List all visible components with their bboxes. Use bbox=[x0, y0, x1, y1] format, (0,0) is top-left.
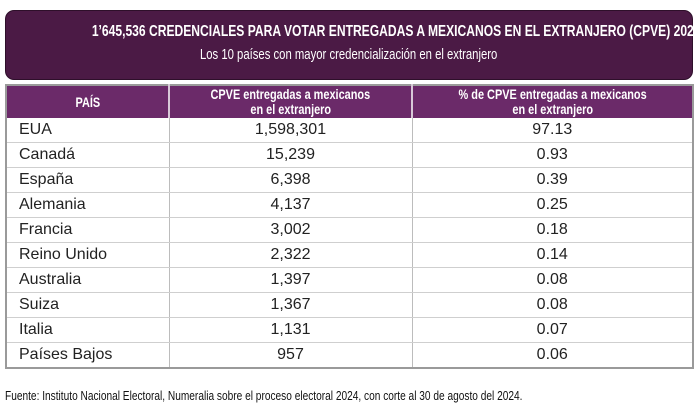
column-header-percent: % de CPVE entregadas a mexicanos en el ex… bbox=[412, 85, 693, 118]
cpve-cell: 4,137 bbox=[169, 192, 413, 218]
column-header-cpve: CPVE entregadas a mexicanos en el extranj… bbox=[169, 85, 413, 118]
country-cell: España bbox=[6, 167, 170, 193]
table-row: Australia 1,397 0.08 bbox=[6, 267, 693, 293]
cpve-cell: 6,398 bbox=[169, 167, 413, 193]
title-banner: 1’645,536 CREDENCIALES PARA VOTAR ENTREG… bbox=[5, 10, 700, 80]
country-cell: Francia bbox=[6, 217, 170, 243]
country-cell: Países Bajos bbox=[6, 342, 170, 369]
cpve-cell: 1,598,301 bbox=[169, 118, 413, 143]
countries-table: PAÍS CPVE entregadas a mexicanos en el ex… bbox=[5, 84, 694, 369]
table-header-row: PAÍS CPVE entregadas a mexicanos en el ex… bbox=[6, 85, 693, 118]
table-row: Países Bajos 957 0.06 bbox=[6, 342, 693, 369]
percent-cell: 0.08 bbox=[412, 267, 693, 293]
cpve-cell: 15,239 bbox=[169, 142, 413, 168]
table-row: Reino Unido 2,322 0.14 bbox=[6, 242, 693, 268]
title: 1’645,536 CREDENCIALES PARA VOTAR ENTREG… bbox=[91, 23, 700, 40]
cpve-cell: 1,131 bbox=[169, 317, 413, 343]
percent-cell: 97.13 bbox=[412, 118, 693, 143]
table-row: Francia 3,002 0.18 bbox=[6, 217, 693, 243]
country-cell: Canadá bbox=[6, 142, 170, 168]
country-cell: Italia bbox=[6, 317, 170, 343]
table-row: EUA 1,598,301 97.13 bbox=[6, 118, 693, 143]
percent-cell: 0.07 bbox=[412, 317, 693, 343]
percent-cell: 0.08 bbox=[412, 292, 693, 318]
country-cell: Suiza bbox=[6, 292, 170, 318]
table-row: España 6,398 0.39 bbox=[6, 167, 693, 193]
table-row: Canadá 15,239 0.93 bbox=[6, 142, 693, 168]
table-row: Suiza 1,367 0.08 bbox=[6, 292, 693, 318]
percent-cell: 0.25 bbox=[412, 192, 693, 218]
percent-cell: 0.39 bbox=[412, 167, 693, 193]
subtitle: Los 10 países con mayor credencializació… bbox=[200, 47, 498, 63]
country-cell: EUA bbox=[6, 118, 170, 143]
cpve-cell: 3,002 bbox=[169, 217, 413, 243]
percent-cell: 0.18 bbox=[412, 217, 693, 243]
cpve-cell: 957 bbox=[169, 342, 413, 369]
cpve-cell: 1,367 bbox=[169, 292, 413, 318]
percent-cell: 0.14 bbox=[412, 242, 693, 268]
table-row: Italia 1,131 0.07 bbox=[6, 317, 693, 343]
table-row: Alemania 4,137 0.25 bbox=[6, 192, 693, 218]
source-note: Fuente: Instituto Nacional Electoral, Nu… bbox=[5, 388, 523, 403]
column-header-country: PAÍS bbox=[6, 85, 170, 118]
country-cell: Australia bbox=[6, 267, 170, 293]
percent-cell: 0.93 bbox=[412, 142, 693, 168]
country-cell: Reino Unido bbox=[6, 242, 170, 268]
cpve-cell: 1,397 bbox=[169, 267, 413, 293]
percent-cell: 0.06 bbox=[412, 342, 693, 369]
country-cell: Alemania bbox=[6, 192, 170, 218]
cpve-cell: 2,322 bbox=[169, 242, 413, 268]
